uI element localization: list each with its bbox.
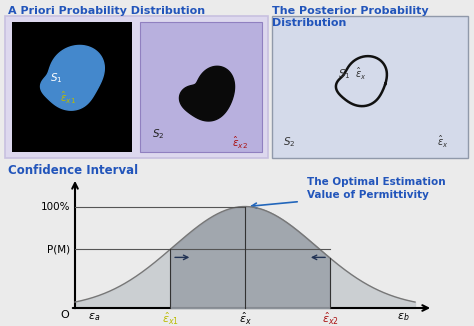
- Text: A Priori Probability Distribution: A Priori Probability Distribution: [8, 6, 205, 16]
- Text: $\hat{\varepsilon}_{x}$: $\hat{\varepsilon}_{x}$: [437, 134, 448, 150]
- Polygon shape: [180, 66, 235, 121]
- FancyBboxPatch shape: [140, 22, 262, 152]
- FancyBboxPatch shape: [272, 16, 468, 158]
- Text: P(M): P(M): [47, 244, 70, 254]
- Text: $\hat{\varepsilon}_{x1}$: $\hat{\varepsilon}_{x1}$: [162, 311, 179, 326]
- Text: $\hat{\varepsilon}_{x2}$: $\hat{\varepsilon}_{x2}$: [321, 311, 338, 326]
- Text: $S_2$: $S_2$: [152, 127, 164, 141]
- Text: $\varepsilon_a$: $\varepsilon_a$: [88, 311, 100, 323]
- FancyBboxPatch shape: [5, 16, 268, 158]
- Text: $\hat{\varepsilon}_{x1}$: $\hat{\varepsilon}_{x1}$: [60, 90, 76, 106]
- Text: $S_1$: $S_1$: [50, 71, 62, 85]
- Text: $\varepsilon_b$: $\varepsilon_b$: [397, 311, 410, 323]
- Text: $\hat{\varepsilon}_{x}$: $\hat{\varepsilon}_{x}$: [355, 66, 366, 82]
- Text: $\hat{\varepsilon}_{x}$: $\hat{\varepsilon}_{x}$: [238, 311, 251, 326]
- Text: The Posterior Probability
Distribution: The Posterior Probability Distribution: [272, 6, 428, 28]
- Text: O: O: [61, 310, 69, 320]
- Text: $S_2$: $S_2$: [283, 135, 295, 149]
- Text: 100%: 100%: [40, 201, 70, 212]
- Text: The Optimal Estimation
Value of Permittivity: The Optimal Estimation Value of Permitti…: [307, 177, 446, 200]
- Text: $\hat{\varepsilon}_{x2}$: $\hat{\varepsilon}_{x2}$: [232, 135, 248, 151]
- Text: Confidence Interval: Confidence Interval: [8, 164, 138, 177]
- Polygon shape: [41, 45, 104, 110]
- Text: $S_1$: $S_1$: [338, 67, 351, 81]
- FancyBboxPatch shape: [12, 22, 132, 152]
